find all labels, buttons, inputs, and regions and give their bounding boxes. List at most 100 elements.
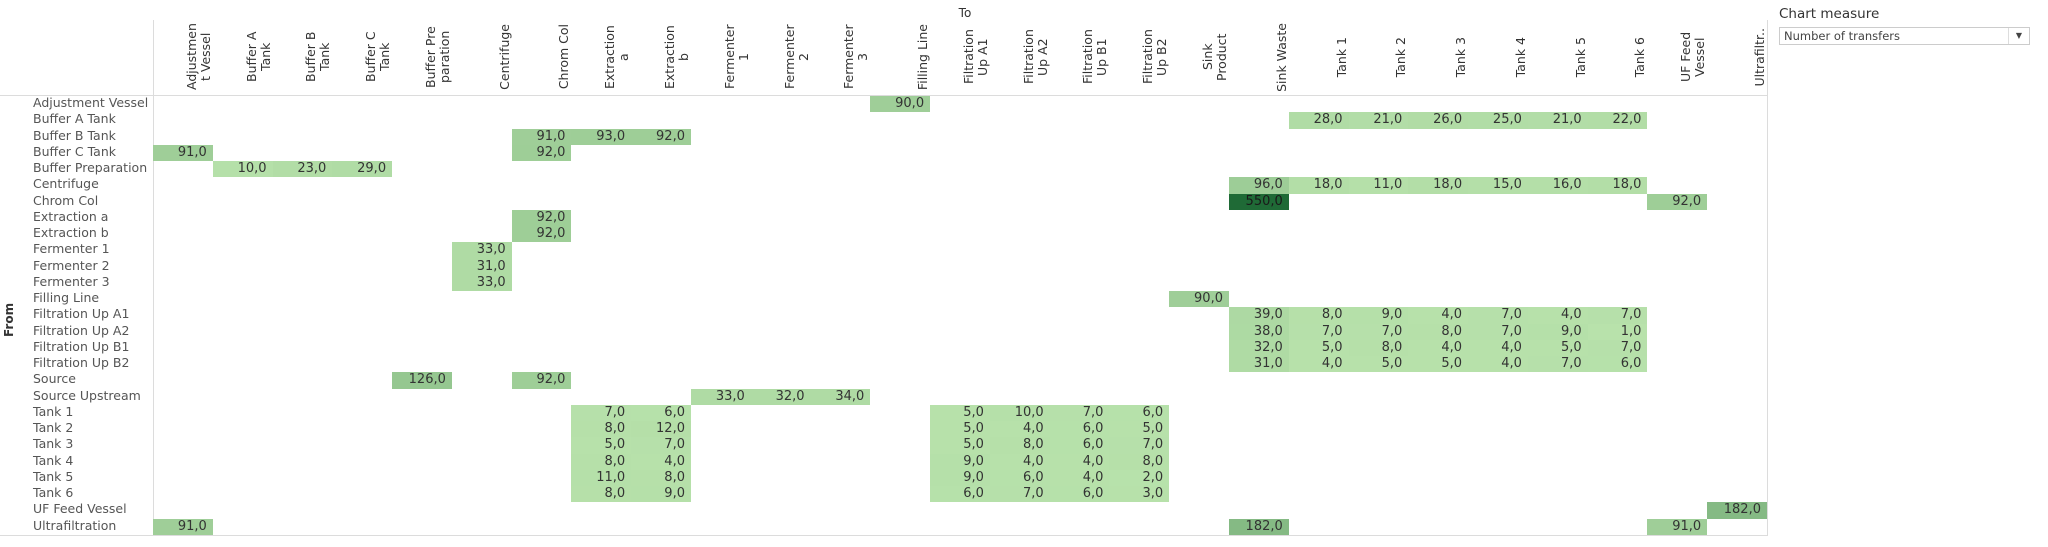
heatmap-cell[interactable]: 92,0 <box>1647 193 1708 210</box>
heatmap-cell[interactable]: 5,0 <box>1408 356 1469 373</box>
heatmap-cell[interactable]: 4,0 <box>1049 469 1110 487</box>
heatmap-cell[interactable]: 6,0 <box>1587 356 1648 373</box>
heatmap-cell[interactable]: 6,0 <box>1049 486 1110 503</box>
heatmap-cell[interactable]: 182,0 <box>1707 502 1767 519</box>
heatmap-cell[interactable]: 5,0 <box>1527 339 1588 357</box>
heatmap-cell[interactable]: 28,0 <box>1288 112 1349 129</box>
heatmap-cell[interactable]: 8,0 <box>1348 339 1409 357</box>
heatmap-cell[interactable]: 5,0 <box>1348 356 1409 373</box>
heatmap-cell[interactable]: 39,0 <box>1229 307 1289 324</box>
heatmap-cell[interactable]: 5,0 <box>571 437 632 454</box>
heatmap-cell[interactable]: 9,0 <box>930 453 990 470</box>
heatmap-cell[interactable]: 1,0 <box>1587 323 1648 340</box>
heatmap-cell[interactable]: 8,0 <box>989 437 1050 454</box>
heatmap-cell[interactable]: 16,0 <box>1527 177 1588 194</box>
heatmap-cell[interactable]: 7,0 <box>571 404 632 422</box>
heatmap-cell[interactable]: 5,0 <box>930 421 990 438</box>
heatmap-cell[interactable]: 7,0 <box>1587 307 1648 324</box>
heatmap-cell[interactable]: 8,0 <box>1408 323 1469 340</box>
heatmap-cell[interactable]: 8,0 <box>571 453 632 470</box>
heatmap-cell[interactable]: 12,0 <box>631 421 691 438</box>
heatmap-cell[interactable]: 10,0 <box>212 161 273 178</box>
heatmap-cell[interactable]: 9,0 <box>631 486 691 503</box>
heatmap-cell[interactable]: 5,0 <box>930 404 990 422</box>
heatmap-cell[interactable]: 5,0 <box>1288 339 1349 357</box>
heatmap-cell[interactable]: 11,0 <box>1348 177 1409 194</box>
heatmap-cell[interactable]: 92,0 <box>631 128 691 145</box>
heatmap-cell[interactable]: 21,0 <box>1527 112 1588 129</box>
heatmap-cell[interactable]: 15,0 <box>1468 177 1528 194</box>
heatmap-cell[interactable]: 6,0 <box>1109 404 1170 422</box>
heatmap-cell[interactable]: 5,0 <box>1109 421 1170 438</box>
chart-measure-dropdown[interactable]: Number of transfers ▼ <box>1779 27 2030 45</box>
heatmap-cell[interactable]: 4,0 <box>631 453 691 470</box>
heatmap-cell[interactable]: 23,0 <box>272 161 333 178</box>
heatmap-cell[interactable]: 8,0 <box>571 421 632 438</box>
heatmap-cell[interactable]: 7,0 <box>1109 437 1170 454</box>
heatmap-cell[interactable]: 6,0 <box>1049 437 1110 454</box>
heatmap-cell[interactable]: 32,0 <box>750 388 811 405</box>
heatmap-cell[interactable]: 93,0 <box>571 128 632 145</box>
heatmap-cell[interactable]: 8,0 <box>631 469 691 487</box>
heatmap-cell[interactable]: 91,0 <box>511 128 572 145</box>
heatmap-cell[interactable]: 7,0 <box>1468 323 1528 340</box>
heatmap-cell[interactable]: 9,0 <box>1348 307 1409 324</box>
heatmap-cell[interactable]: 4,0 <box>1408 339 1469 357</box>
heatmap-cell[interactable]: 91,0 <box>153 518 213 535</box>
heatmap-cell[interactable]: 7,0 <box>989 486 1050 503</box>
heatmap-cell[interactable]: 11,0 <box>571 469 632 487</box>
heatmap-cell[interactable]: 6,0 <box>631 404 691 422</box>
heatmap-cell[interactable]: 90,0 <box>1169 291 1229 308</box>
heatmap-cell[interactable]: 7,0 <box>1049 404 1110 422</box>
heatmap-cell[interactable]: 34,0 <box>810 388 871 405</box>
heatmap-cell[interactable]: 25,0 <box>1468 112 1528 129</box>
heatmap-cell[interactable]: 18,0 <box>1408 177 1469 194</box>
heatmap-cell[interactable]: 182,0 <box>1229 518 1289 535</box>
heatmap-cell[interactable]: 92,0 <box>511 209 572 227</box>
heatmap-cell[interactable]: 31,0 <box>1229 356 1289 373</box>
heatmap-cell[interactable]: 126,0 <box>392 372 452 389</box>
heatmap-cell[interactable]: 4,0 <box>1468 356 1528 373</box>
heatmap-cell[interactable]: 32,0 <box>1229 339 1289 357</box>
heatmap-cell[interactable]: 92,0 <box>511 372 572 389</box>
heatmap-cell[interactable]: 7,0 <box>1348 323 1409 340</box>
heatmap-cell[interactable]: 4,0 <box>1288 356 1349 373</box>
heatmap-cell[interactable]: 7,0 <box>1527 356 1588 373</box>
heatmap-cell[interactable]: 8,0 <box>1288 307 1349 324</box>
heatmap-cell[interactable]: 96,0 <box>1229 177 1289 194</box>
heatmap-cell[interactable]: 4,0 <box>989 453 1050 470</box>
heatmap-cell[interactable]: 90,0 <box>870 96 931 113</box>
heatmap-cell[interactable]: 22,0 <box>1587 112 1648 129</box>
heatmap-cell[interactable]: 5,0 <box>930 437 990 454</box>
heatmap-cell[interactable]: 7,0 <box>1288 323 1349 340</box>
heatmap-cell[interactable]: 33,0 <box>691 388 751 405</box>
heatmap-cell[interactable]: 4,0 <box>1049 453 1110 470</box>
heatmap-cell[interactable]: 26,0 <box>1408 112 1469 129</box>
heatmap-cell[interactable]: 91,0 <box>1647 518 1708 535</box>
heatmap-cell[interactable]: 9,0 <box>1527 323 1588 340</box>
heatmap-cell[interactable]: 31,0 <box>451 258 512 275</box>
heatmap-cell[interactable]: 18,0 <box>1288 177 1349 194</box>
heatmap-cell[interactable]: 6,0 <box>1049 421 1110 438</box>
heatmap-cell[interactable]: 2,0 <box>1109 469 1170 487</box>
heatmap-cell[interactable]: 550,0 <box>1229 193 1289 210</box>
heatmap-cell[interactable]: 29,0 <box>332 161 393 178</box>
heatmap-cell[interactable]: 7,0 <box>1468 307 1528 324</box>
heatmap-cell[interactable]: 91,0 <box>153 144 213 162</box>
heatmap-cell[interactable]: 6,0 <box>989 469 1050 487</box>
heatmap-cell[interactable]: 7,0 <box>1587 339 1648 357</box>
heatmap-cell[interactable]: 38,0 <box>1229 323 1289 340</box>
heatmap-cell[interactable]: 3,0 <box>1109 486 1170 503</box>
heatmap-cell[interactable]: 4,0 <box>1527 307 1588 324</box>
heatmap-cell[interactable]: 10,0 <box>989 404 1050 422</box>
heatmap-cell[interactable]: 33,0 <box>451 274 512 292</box>
heatmap-cell[interactable]: 4,0 <box>1408 307 1469 324</box>
heatmap-cell[interactable]: 33,0 <box>451 242 512 259</box>
heatmap-cell[interactable]: 92,0 <box>511 226 572 243</box>
heatmap-cell[interactable]: 4,0 <box>989 421 1050 438</box>
heatmap-cell[interactable]: 4,0 <box>1468 339 1528 357</box>
heatmap-cell[interactable]: 6,0 <box>930 486 990 503</box>
heatmap-cell[interactable]: 21,0 <box>1348 112 1409 129</box>
heatmap-cell[interactable]: 92,0 <box>511 144 572 162</box>
heatmap-cell[interactable]: 18,0 <box>1587 177 1648 194</box>
